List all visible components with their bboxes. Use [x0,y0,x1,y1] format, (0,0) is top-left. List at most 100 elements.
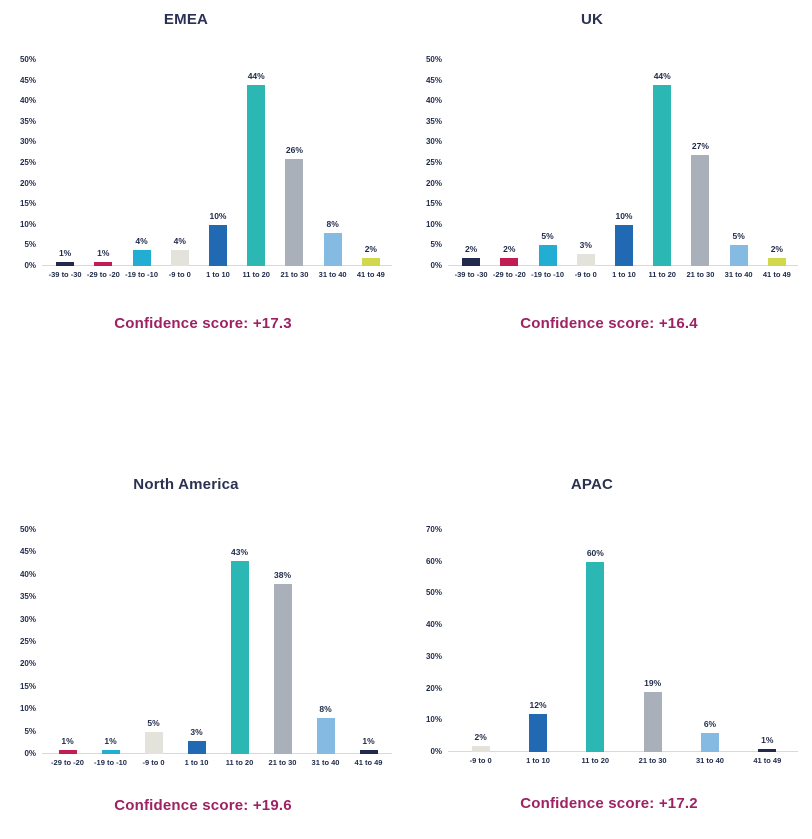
x-axis-tick-label: 1 to 10 [206,270,230,279]
bar [758,748,777,752]
bar-slot: 2% [490,60,528,266]
confidence-score-label: Confidence score: +16.4 [520,315,698,332]
bar-value-label: 2% [464,243,478,254]
bar-slot: 1% [739,530,796,752]
bar [285,158,304,266]
chart-uk: UK 0% 5% 10% 15% 20% 25% 30% 35% 40% 45% 50% 2% 2% 5%… [406,0,812,345]
confidence-score-label: Confidence score: +17.2 [520,795,698,812]
x-axis-tick-label: -9 to 0 [574,270,597,279]
y-axis-tick-label: 25% [19,158,36,167]
bar [500,257,519,266]
bar-slot: 2% [352,60,390,266]
bar-value-label: 4% [173,235,186,246]
y-axis-tick-label: 30% [19,137,36,147]
y-axis-tick-label: 5% [24,726,36,736]
x-axis-tick-label: 11 to 20 [225,758,254,767]
bar [56,261,75,266]
bar-value-label: 1% [61,735,74,746]
x-axis-tick-label: 11 to 20 [242,270,270,279]
bar-slot: 12% [509,530,566,752]
x-axis-labels: -39 to -30 -29 to -20 -19 to -10 -9 to 0 1 t… [46,270,390,279]
y-axis-tick-label: 0% [430,261,442,270]
y-axis-tick-label: 15% [19,681,36,691]
y-axis-tick-label: 50% [19,525,36,534]
bar-slot: 4% [122,60,160,266]
y-axis-tick-label: 40% [425,96,442,106]
x-axis-tick-label: -19 to -10 [125,270,159,279]
bar-value-label: 5% [541,231,554,242]
y-axis-tick-label: 50% [425,55,442,64]
bar-slot: 43% [218,530,261,754]
plot-area: 0% 5% 10% 15% 20% 25% 30% 35% 40% 45% 50% 1% 1% 5% 3% 4… [20,526,392,758]
y-axis-tick-label: 40% [19,96,36,106]
bar-value-label: 8% [326,219,339,230]
bar [230,561,249,754]
y-axis-tick-label: 35% [425,116,442,126]
bar [576,253,595,266]
bar [208,224,227,266]
bar-value-label: 1% [761,734,774,745]
y-axis-tick-label: 35% [19,592,36,602]
bar-value-label: 12% [529,699,547,710]
bar-value-label: 5% [147,717,160,728]
bar [323,233,342,266]
bar-slot: 2% [452,60,490,266]
y-axis-tick-label: 50% [425,588,442,598]
bar-value-label: 6% [703,718,717,729]
y-axis-tick-label: 45% [425,75,442,85]
bar [528,713,547,752]
y-axis-tick-label: 45% [19,75,36,85]
bar-value-label: 8% [319,704,332,715]
bar-slot: 2% [452,530,509,752]
chart-title: North America [133,476,239,493]
y-axis-tick-label: 30% [425,137,442,147]
x-axis-tick-label: -39 to -30 [454,270,488,279]
y-axis-tick-label: 45% [19,547,36,557]
x-axis-tick-label: 41 to 49 [356,270,385,279]
bar [144,731,163,754]
bar-slot: 1% [84,60,122,266]
bar-value-label: 2% [503,243,516,254]
bar-slot: 1% [347,530,390,754]
x-axis-tick-label: -29 to -20 [492,270,526,279]
bar [691,154,710,266]
x-axis-tick-label: 21 to 30 [268,758,297,767]
confidence-score-label: Confidence score: +19.6 [114,797,292,814]
bars-container: 2% 2% 5% 3% 10% 44% 27% 5% 2% [452,60,796,266]
confidence-score-label: Confidence score: +17.3 [114,315,292,332]
bar-value-label: 2% [770,243,783,254]
plot-area: 0% 5% 10% 15% 20% 25% 30% 35% 40% 45% 50% 2% 2% 5% 3% 1… [426,56,798,270]
x-axis-line [42,753,392,754]
bar-slot: 4% [161,60,199,266]
bar [729,245,748,266]
chart-title: APAC [570,476,614,493]
bar [653,84,672,266]
bar [316,718,335,754]
bar [58,749,77,754]
y-axis-tick-label: 10% [425,715,442,725]
bar-slot: 5% [132,530,175,754]
y-axis-tick-label: 20% [425,178,442,188]
chart-north-america: North America 0% 5% 10% 15% 20% 25% 30% 35% 40% 4… [0,460,406,839]
bar [700,732,719,752]
bar-slot: 5% [720,60,758,266]
bar-value-label: 5% [732,231,745,242]
bar [361,257,380,266]
bars-container: 1% 1% 5% 3% 43% 38% 8% 1% [46,530,390,754]
bar-value-label: 19% [644,677,662,688]
x-axis-tick-label: 1 to 10 [612,270,636,279]
bar-slot: 38% [261,530,304,754]
bar-slot: 44% [237,60,275,266]
y-axis-tick-label: 35% [19,116,36,126]
bar-value-label: 43% [230,547,248,558]
y-axis-tick-label: 5% [430,240,442,250]
y-axis-tick-label: 25% [19,637,36,646]
bar-slot: 10% [605,60,643,266]
y-axis-tick-label: 5% [24,240,36,250]
y-axis-tick-label: 60% [425,556,442,566]
bar-value-label: 38% [273,569,291,580]
bar-slot: 1% [46,530,89,754]
x-axis-tick-label: -9 to 0 [142,758,165,767]
bar-slot: 1% [46,60,84,266]
y-axis-tick-label: 20% [19,178,36,188]
